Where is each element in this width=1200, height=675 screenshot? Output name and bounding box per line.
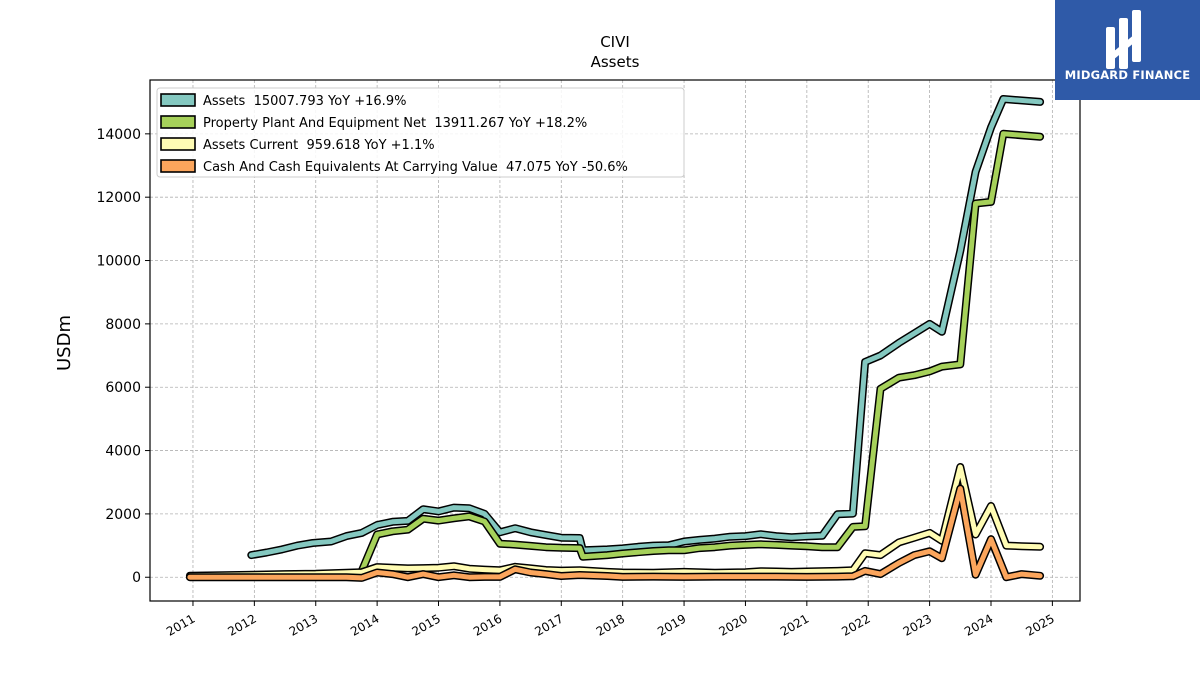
y-axis-label: USDm bbox=[54, 315, 75, 371]
x-tick-label: 2018 bbox=[594, 611, 627, 638]
y-tick-label: 14000 bbox=[96, 127, 141, 143]
x-tick-label: 2013 bbox=[287, 611, 320, 638]
axes: 0 2000 4000 6000 8000 10000 12000 14000 2011 2012… bbox=[96, 127, 1056, 639]
legend-swatch-2 bbox=[160, 137, 196, 151]
legend-box bbox=[156, 87, 685, 178]
x-tick-label: 2020 bbox=[716, 611, 749, 638]
y-tick-label: 8000 bbox=[105, 317, 141, 333]
legend[interactable]: Assets 15007.793 YoY +16.9% Property Plan… bbox=[156, 87, 685, 178]
legend-swatch-1 bbox=[160, 115, 196, 129]
x-tick-label: 2011 bbox=[164, 611, 197, 638]
series-line-2 bbox=[187, 464, 1043, 579]
legend-label-1: Property Plant And Equipment Net 13911.2… bbox=[203, 116, 587, 131]
y-tick-label: 2000 bbox=[105, 507, 141, 523]
legend-label-0: Assets 15007.793 YoY +16.9% bbox=[203, 94, 406, 109]
x-tick-label: 2024 bbox=[962, 611, 995, 638]
x-tick-label: 2015 bbox=[410, 611, 443, 638]
midgard-logo-icon bbox=[1106, 10, 1141, 69]
x-tick-label: 2021 bbox=[778, 611, 811, 638]
legend-label-3: Cash And Cash Equivalents At Carrying Va… bbox=[203, 160, 628, 175]
chart-subtitle: Assets bbox=[591, 53, 640, 71]
brand-logo-text: MIDGARD FINANCE bbox=[1064, 68, 1191, 82]
legend-swatch-3 bbox=[160, 159, 196, 173]
series-line-1 bbox=[359, 131, 1043, 574]
x-tick-label: 2022 bbox=[839, 611, 872, 638]
x-tick-label: 2019 bbox=[655, 611, 688, 638]
series-outline-3 bbox=[185, 484, 1045, 582]
x-tick-label: 2012 bbox=[225, 611, 258, 638]
y-tick-label: 10000 bbox=[96, 254, 141, 270]
legend-label-2: Assets Current 959.618 YoY +1.1% bbox=[203, 138, 435, 153]
x-tick-label: 2016 bbox=[471, 611, 504, 638]
legend-swatch-0 bbox=[160, 93, 196, 107]
y-tick-label: 0 bbox=[132, 570, 141, 586]
chart-title: CIVI bbox=[600, 33, 630, 51]
x-tick-label: 2014 bbox=[348, 611, 381, 638]
series-layer bbox=[185, 95, 1045, 582]
y-tick-label: 12000 bbox=[96, 190, 141, 206]
x-tick-label: 2023 bbox=[901, 611, 934, 638]
x-tick-label: 2025 bbox=[1023, 611, 1056, 638]
plot-frame bbox=[149, 79, 1081, 602]
series-line-0 bbox=[248, 96, 1043, 558]
brand-logo: MIDGARD FINANCE bbox=[1055, 0, 1200, 100]
y-tick-label: 4000 bbox=[105, 444, 141, 460]
x-tick-label: 2017 bbox=[532, 611, 565, 638]
series-line-3 bbox=[187, 486, 1043, 581]
y-tick-label: 6000 bbox=[105, 380, 141, 396]
